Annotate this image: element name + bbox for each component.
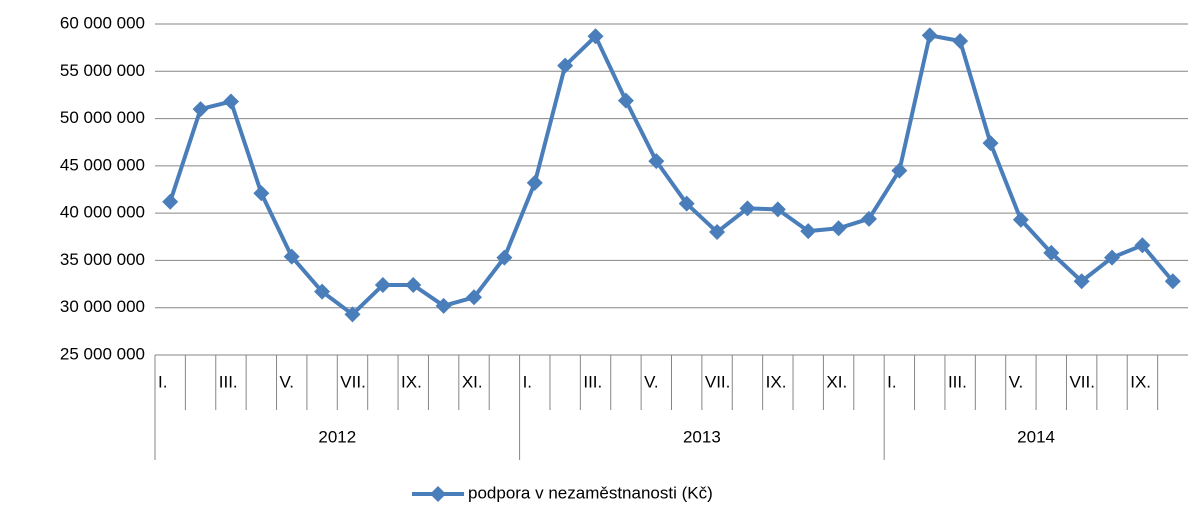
x-tick-label: I. (887, 372, 896, 391)
group-label: 2014 (1017, 427, 1055, 446)
marker (982, 135, 999, 152)
x-tick-label: V. (280, 372, 295, 391)
x-tick-label: I. (158, 372, 167, 391)
marker (1012, 211, 1029, 228)
legend-marker (430, 486, 446, 502)
y-tick-label: 35 000 000 (60, 250, 145, 269)
marker (648, 153, 665, 170)
group-label: 2012 (318, 427, 356, 446)
marker (526, 174, 543, 191)
marker (1043, 244, 1060, 261)
x-tick-label: IX. (766, 372, 787, 391)
marker (374, 277, 391, 294)
x-tick-label: III. (219, 372, 238, 391)
y-tick-label: 30 000 000 (60, 297, 145, 316)
marker (222, 93, 239, 110)
marker (162, 193, 179, 210)
marker (739, 200, 756, 217)
marker (860, 210, 877, 227)
x-tick-label: V. (1009, 372, 1024, 391)
marker (1134, 237, 1151, 254)
marker (830, 220, 847, 237)
x-tick-label: VII. (340, 372, 366, 391)
y-tick-label: 55 000 000 (60, 61, 145, 80)
x-tick-label: VII. (1069, 372, 1095, 391)
x-tick-label: I. (523, 372, 532, 391)
y-tick-label: 45 000 000 (60, 155, 145, 174)
x-tick-label: III. (583, 372, 602, 391)
marker (344, 306, 361, 323)
x-tick-label: XI. (462, 372, 483, 391)
marker (891, 162, 908, 179)
y-tick-label: 50 000 000 (60, 108, 145, 127)
x-tick-label: V. (644, 372, 659, 391)
x-tick-label: XI. (826, 372, 847, 391)
x-tick-label: IX. (1130, 372, 1151, 391)
marker (1164, 273, 1181, 290)
marker (678, 195, 695, 212)
marker (952, 33, 969, 50)
marker (283, 248, 300, 265)
marker (435, 297, 452, 314)
y-tick-label: 40 000 000 (60, 203, 145, 222)
marker (921, 27, 938, 44)
marker (557, 57, 574, 74)
marker (314, 283, 331, 300)
marker (496, 249, 513, 266)
group-label: 2013 (683, 427, 721, 446)
legend-label: podpora v nezaměstnanosti (Kč) (468, 483, 713, 502)
marker (405, 277, 422, 294)
marker (709, 224, 726, 241)
marker (617, 92, 634, 109)
marker (800, 223, 817, 240)
x-tick-label: IX. (401, 372, 422, 391)
marker (192, 101, 209, 118)
marker (1104, 249, 1121, 266)
x-tick-label: VII. (705, 372, 731, 391)
marker (466, 289, 483, 306)
marker (769, 201, 786, 218)
y-tick-label: 25 000 000 (60, 344, 145, 363)
marker (253, 185, 270, 202)
marker (587, 28, 604, 45)
series-line (168, 33, 1175, 317)
marker (1073, 273, 1090, 290)
y-tick-label: 60 000 000 (60, 13, 145, 32)
x-tick-label: III. (948, 372, 967, 391)
